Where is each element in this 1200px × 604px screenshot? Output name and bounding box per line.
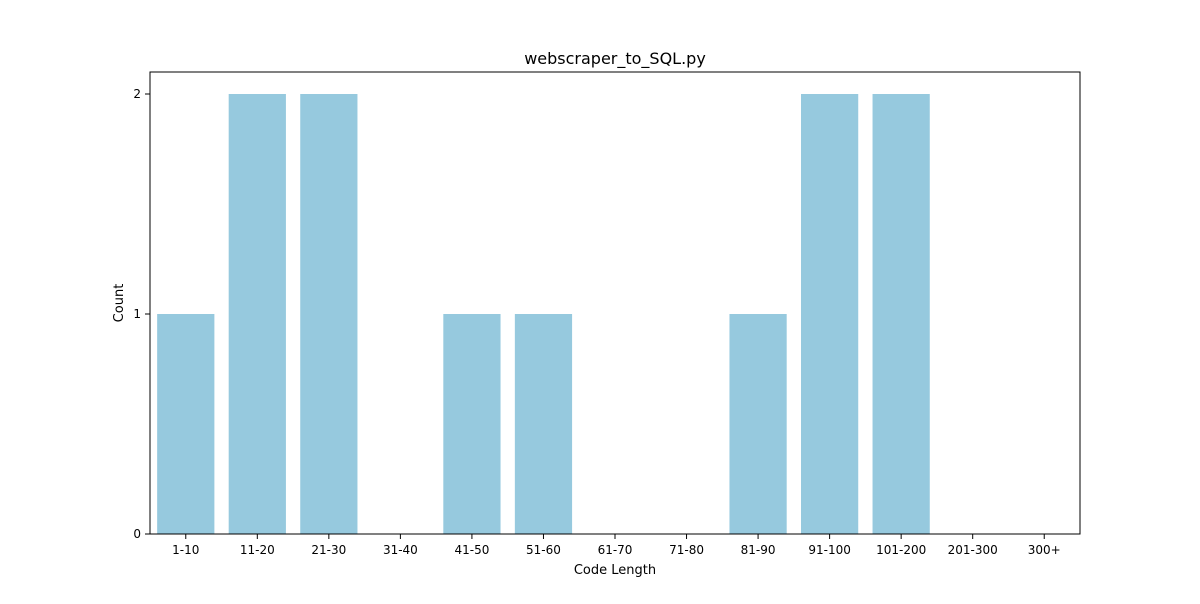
chart-title: webscraper_to_SQL.py xyxy=(524,49,706,69)
bar-1-10 xyxy=(157,314,215,534)
x-axis-label: Code Length xyxy=(574,563,656,578)
x-tick-label: 81-90 xyxy=(741,543,776,557)
plot-frame xyxy=(149,71,1081,535)
x-tick-label: 201-300 xyxy=(948,543,998,557)
y-tick-label: 2 xyxy=(133,87,141,101)
x-tick-label: 101-200 xyxy=(876,543,926,557)
y-axis-label: Count xyxy=(112,284,127,323)
x-tick-label: 71-80 xyxy=(669,543,704,557)
x-tick-label: 61-70 xyxy=(598,543,633,557)
bar-51-60 xyxy=(514,314,573,534)
bars-group xyxy=(157,94,930,534)
y-axis-ticks: 0 1 2 xyxy=(133,87,150,541)
y-tick-label: 0 xyxy=(133,527,141,541)
x-tick-label: 91-100 xyxy=(808,543,851,557)
x-axis-ticks: 1-10 11-20 21-30 31-40 41-50 51-60 61-70 71-80 8… xyxy=(172,534,1061,557)
bar-21-30 xyxy=(300,94,358,534)
x-tick-label: 31-40 xyxy=(383,543,418,557)
bar-41-50 xyxy=(443,314,501,534)
x-tick-label: 300+ xyxy=(1028,543,1061,557)
x-tick-label: 1-10 xyxy=(172,543,199,557)
bar-91-100 xyxy=(801,94,859,534)
x-tick-label: 51-60 xyxy=(526,543,561,557)
x-tick-label: 11-20 xyxy=(240,543,275,557)
x-tick-label: 41-50 xyxy=(454,543,489,557)
y-tick-label: 1 xyxy=(133,307,141,321)
bar-101-200 xyxy=(872,94,930,534)
bar-11-20 xyxy=(228,94,286,534)
x-tick-label: 21-30 xyxy=(311,543,346,557)
bar-81-90 xyxy=(729,314,787,534)
